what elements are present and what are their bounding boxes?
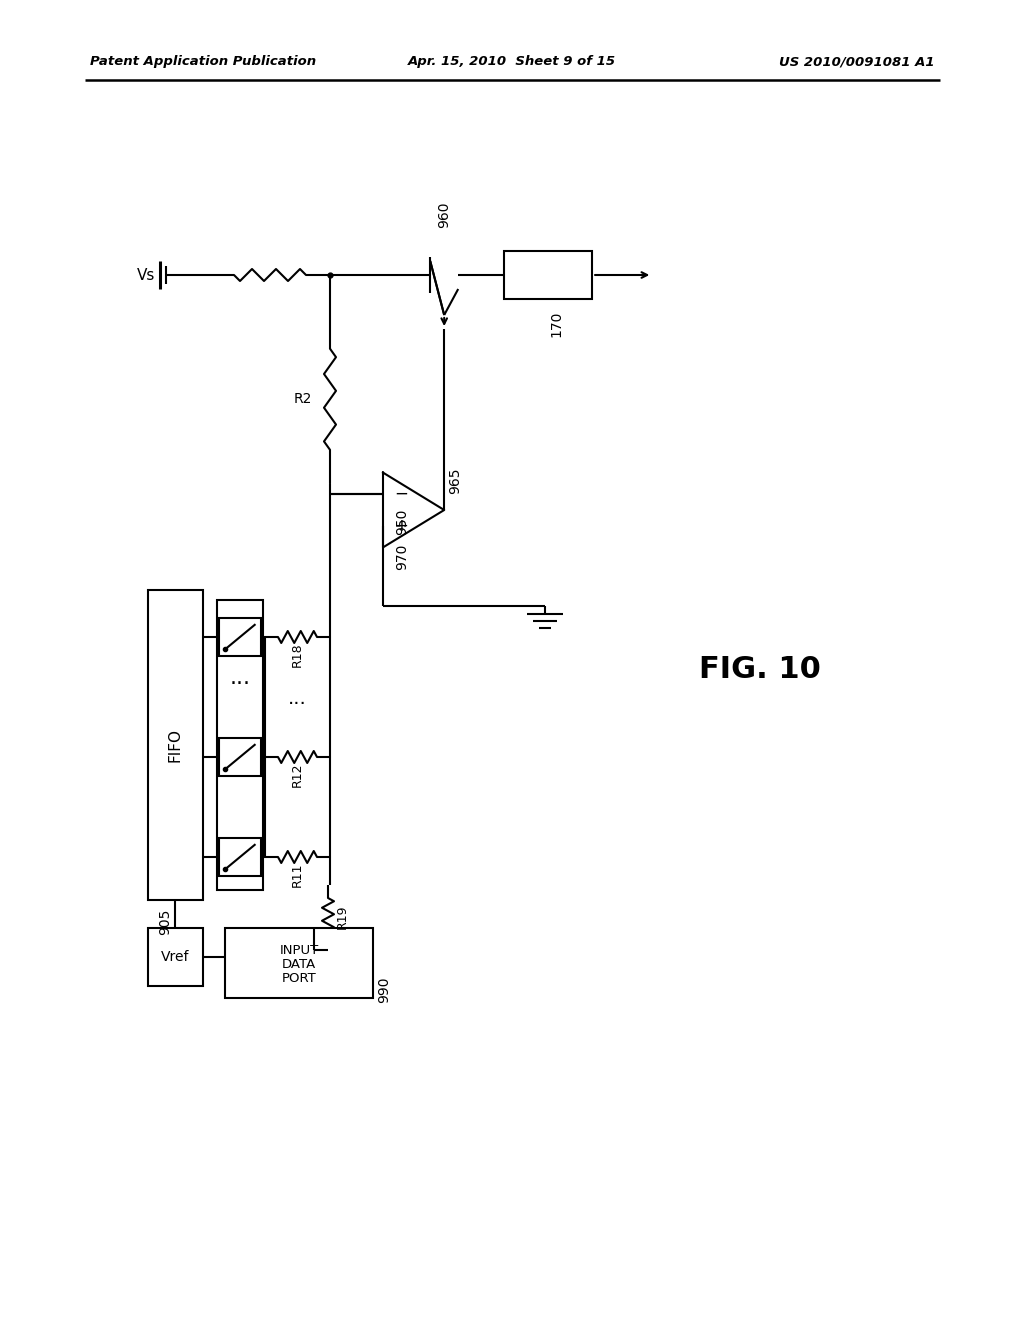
Bar	[148, 590, 203, 900]
Text: 965: 965	[449, 467, 462, 494]
Bar	[217, 601, 263, 890]
Bar	[225, 928, 373, 998]
Text: ...: ...	[288, 689, 306, 708]
Bar	[148, 928, 203, 986]
Bar	[219, 618, 261, 656]
Text: ...: ...	[229, 668, 251, 688]
Text: R18: R18	[291, 643, 303, 668]
Text: Vs: Vs	[136, 268, 155, 282]
Text: R19: R19	[336, 904, 348, 929]
Text: Patent Application Publication: Patent Application Publication	[90, 55, 316, 69]
Text: R2: R2	[294, 392, 312, 407]
Text: 960: 960	[437, 202, 452, 228]
Text: 950: 950	[395, 508, 409, 535]
Text: PORT: PORT	[282, 973, 316, 986]
Text: 970: 970	[395, 544, 409, 570]
Text: INPUT: INPUT	[280, 945, 318, 957]
Text: 905: 905	[158, 908, 172, 935]
Text: 990: 990	[377, 977, 391, 1003]
Text: Apr. 15, 2010  Sheet 9 of 15: Apr. 15, 2010 Sheet 9 of 15	[408, 55, 616, 69]
Text: −: −	[394, 484, 408, 503]
Text: R11: R11	[291, 863, 303, 887]
Bar	[504, 251, 592, 300]
Bar	[219, 838, 261, 876]
Text: +: +	[394, 517, 408, 536]
Text: 170: 170	[549, 310, 563, 337]
Text: FIFO: FIFO	[168, 729, 182, 762]
Text: R12: R12	[291, 763, 303, 787]
Text: FIG. 10: FIG. 10	[699, 656, 821, 685]
Text: US 2010/0091081 A1: US 2010/0091081 A1	[779, 55, 935, 69]
Text: Vref: Vref	[161, 950, 189, 964]
Bar	[219, 738, 261, 776]
Text: DATA: DATA	[282, 958, 316, 972]
